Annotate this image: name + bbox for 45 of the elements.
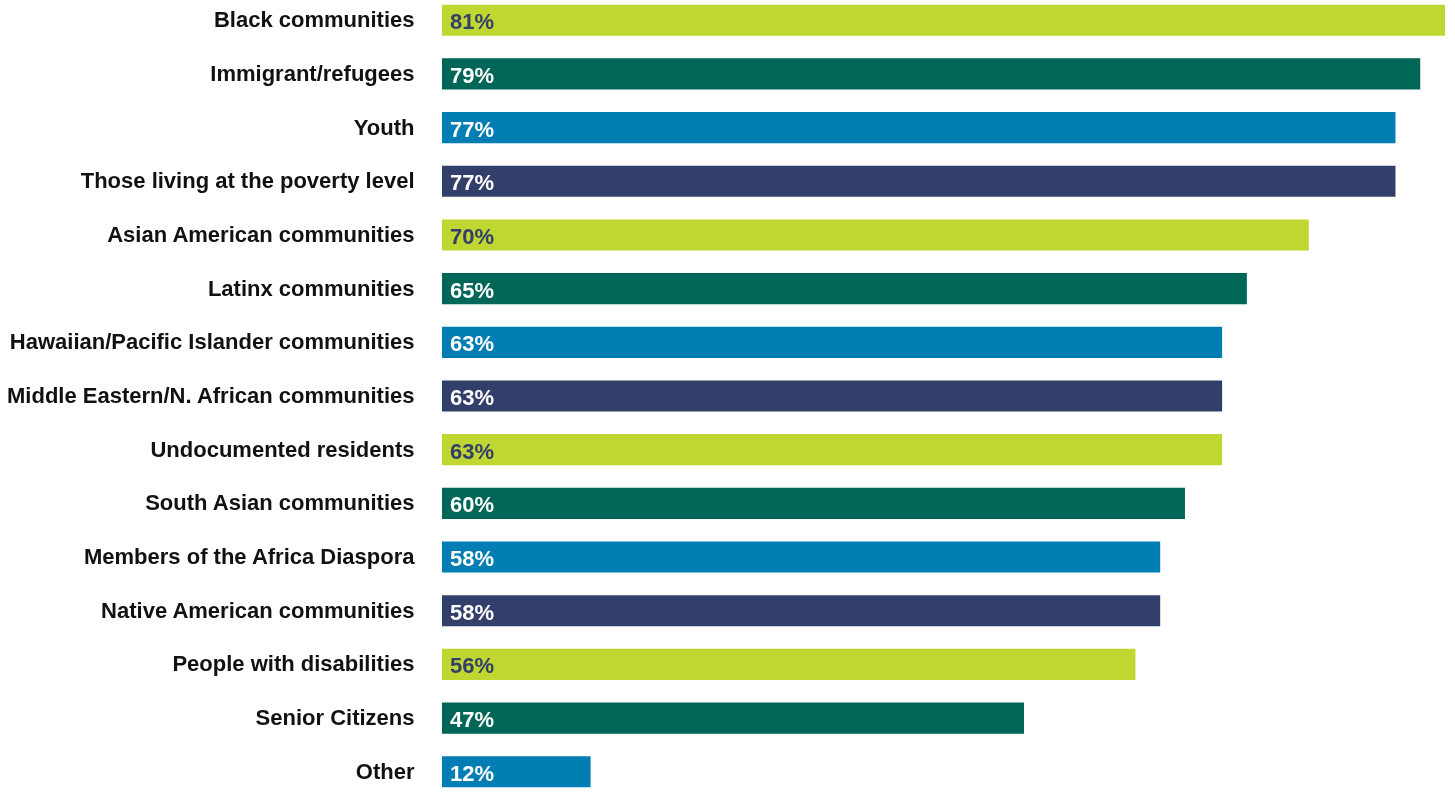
- y-tick-label: Immigrant/refugees: [210, 60, 415, 86]
- data-label: 58%: [450, 546, 495, 572]
- data-label: 81%: [450, 9, 495, 35]
- bar: [442, 219, 1309, 251]
- data-label: 63%: [450, 385, 495, 410]
- data-label: 65%: [450, 277, 495, 303]
- y-tick-label: Members of the Africa Diaspora: [84, 544, 416, 570]
- data-label: 12%: [450, 760, 495, 786]
- data-label: 60%: [450, 492, 495, 518]
- data-label: 70%: [450, 223, 495, 249]
- y-tick-label: Asian American communities: [107, 221, 415, 247]
- data-label: 77%: [450, 116, 495, 142]
- bar: [442, 4, 1445, 36]
- bar: [442, 756, 591, 788]
- data-label: 77%: [450, 170, 495, 196]
- y-tick-label: Middle Eastern/N. African communities: [7, 383, 415, 408]
- bar: [442, 165, 1396, 197]
- bar: [442, 380, 1223, 412]
- data-label: 63%: [450, 331, 495, 357]
- bar: [442, 541, 1161, 573]
- data-label: 56%: [450, 653, 495, 679]
- data-label: 58%: [450, 599, 495, 625]
- bar: [442, 434, 1223, 466]
- bar: [442, 702, 1024, 734]
- y-tick-label: Undocumented residents: [150, 436, 415, 462]
- y-tick-label: Hawaiian/Pacific Islander communities: [9, 329, 415, 355]
- y-tick-label: Other: [355, 758, 415, 784]
- y-tick-label: Latinx communities: [207, 275, 415, 301]
- bar: [442, 487, 1185, 519]
- y-tick-label: Black communities: [213, 7, 415, 33]
- bar: [442, 58, 1421, 90]
- y-tick-label: Those living at the poverty level: [80, 168, 415, 194]
- data-label: 79%: [450, 62, 495, 88]
- bar: [442, 326, 1223, 358]
- bar: [442, 648, 1136, 680]
- y-tick-label: Youth: [353, 114, 415, 140]
- y-tick-label: Senior Citizens: [255, 705, 415, 731]
- y-tick-label: People with disabilities: [172, 651, 415, 677]
- y-tick-label: South Asian communities: [145, 490, 415, 516]
- bar: [442, 273, 1247, 305]
- bar: [442, 595, 1161, 627]
- y-tick-label: Native American communities: [101, 597, 415, 623]
- data-label: 63%: [450, 438, 495, 464]
- data-label: 47%: [450, 707, 495, 733]
- bar: [442, 112, 1396, 144]
